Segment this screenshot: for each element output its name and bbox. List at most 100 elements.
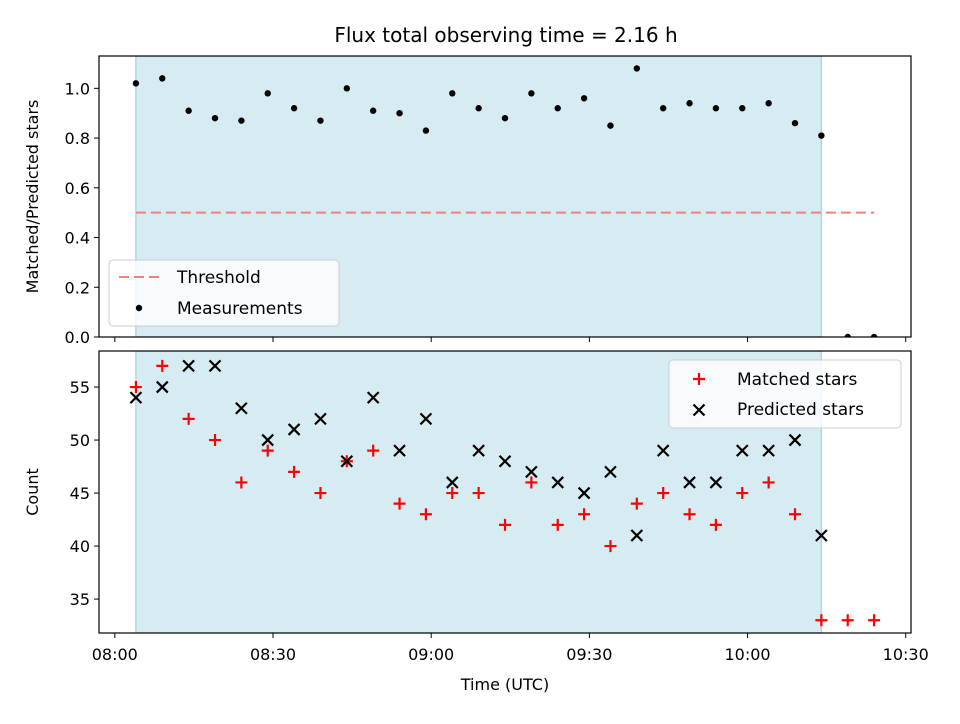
predicted-star-point [419, 412, 433, 426]
measurement-point [211, 114, 219, 122]
predicted-star-point [366, 391, 380, 404]
predicted-star-point [208, 359, 222, 373]
measurement-point [686, 100, 693, 107]
y-tick-label: 50 [70, 431, 90, 450]
predicted-star-point [604, 465, 617, 479]
measurement-point [475, 105, 482, 112]
x-axis-label: Time (UTC) [460, 675, 549, 694]
predicted-star-point [788, 433, 802, 447]
y-tick-label: 0.4 [65, 229, 90, 248]
x-tick-label: 09:00 [408, 645, 454, 664]
y-tick-label: 1.0 [65, 79, 90, 98]
matched-star-point [209, 434, 221, 447]
legend-measurement-swatch [135, 304, 143, 312]
legend: Threshold Measurements [108, 259, 340, 327]
legend-label-threshold: Threshold [176, 268, 261, 288]
x-tick-label: 08:30 [250, 645, 296, 664]
measurement-point [633, 65, 641, 72]
matched-star-point [630, 497, 643, 510]
x-tick-label: 08:00 [92, 645, 138, 664]
measurement-point [818, 132, 825, 139]
measurement-point [870, 333, 878, 337]
measurement-point [290, 105, 298, 112]
y-tick-label: 0.6 [65, 179, 90, 198]
measurement-point [238, 117, 245, 124]
measurement-point [449, 90, 456, 97]
matched-star-point [129, 381, 142, 394]
legend-label-measurements: Measurements [177, 299, 303, 319]
measurement-point [343, 85, 351, 92]
matched-star-point [393, 497, 406, 510]
measurement-point [712, 105, 720, 112]
predicted-star-point [472, 444, 485, 457]
matched-star-point [446, 487, 459, 500]
predicted-star-point [551, 476, 565, 489]
matched-star-point [868, 614, 881, 627]
y-tick-label: 35 [70, 590, 90, 609]
matched-star-point [657, 487, 670, 500]
legend-box [668, 359, 902, 429]
measurement-point [739, 105, 746, 112]
legend: Matched stars Predicted stars [668, 359, 902, 429]
matched-star-point [472, 487, 485, 500]
predicted-star-point [577, 486, 591, 500]
measurement-point [132, 80, 140, 87]
predicted-star-point [287, 423, 301, 436]
measurement-point [528, 90, 535, 97]
matched-star-point [604, 540, 617, 553]
axes-frame [98, 350, 912, 634]
x-tick-label: 10:00 [724, 645, 770, 664]
legend-label-predicted: Predicted stars [737, 400, 864, 420]
measurement-point [844, 333, 851, 337]
predicted-star-point [630, 529, 644, 542]
measurement-point [317, 117, 324, 124]
bottom-panel: 35 40 45 50 55 08:00 08:30 09:00 09:30 10:00 10:30… [23, 350, 929, 694]
matched-star-point [762, 476, 775, 489]
predicted-star-point [815, 529, 828, 542]
measurement-point [264, 90, 271, 97]
y-tick-label: 0.8 [65, 129, 90, 148]
predicted-star-point [314, 412, 327, 426]
measurement-point [765, 100, 772, 107]
matched-star-point [314, 487, 327, 500]
chart-title: Flux total observing time = 2.16 h [334, 23, 677, 47]
matched-star-point [578, 508, 591, 521]
top-panel: 0.0 0.2 0.4 0.6 0.8 1.0 Matched/Predicted star… [23, 55, 912, 347]
axes-frame [98, 55, 912, 338]
y-axis-label: Matched/Predicted stars [23, 100, 42, 294]
matched-star-point [525, 476, 538, 489]
legend-predicted-swatch [692, 403, 706, 417]
measurement-point [607, 122, 614, 129]
predicted-star-point [525, 465, 538, 479]
legend-box [108, 259, 340, 327]
matched-star-point [182, 412, 195, 425]
predicted-star-point [261, 433, 275, 447]
predicted-star-point [656, 444, 670, 457]
measurement-point [580, 95, 588, 102]
predicted-star-point [498, 454, 512, 468]
predicted-star-point [182, 359, 195, 373]
matched-star-point [815, 614, 828, 627]
matched-star-point [261, 444, 274, 457]
predicted-star-point [683, 476, 696, 489]
measurement-point [369, 107, 377, 114]
y-tick-label: 0.0 [65, 328, 90, 347]
matched-star-point [551, 518, 564, 531]
predicted-star-point [340, 454, 354, 468]
matched-star-point [683, 508, 696, 521]
measurement-point [159, 75, 166, 82]
matched-star-point [736, 487, 749, 500]
matched-star-point [156, 359, 169, 372]
matched-star-point [499, 518, 511, 531]
matched-star-point [709, 518, 722, 531]
matched-star-point [288, 465, 301, 478]
measurement-point [396, 109, 403, 117]
predicted-star-point [393, 444, 406, 457]
legend-matched-swatch [693, 373, 705, 385]
measurement-point [501, 114, 509, 122]
y-tick-label: 45 [70, 484, 90, 503]
predicted-star-point [235, 401, 248, 415]
x-tick-label: 09:30 [566, 645, 612, 664]
